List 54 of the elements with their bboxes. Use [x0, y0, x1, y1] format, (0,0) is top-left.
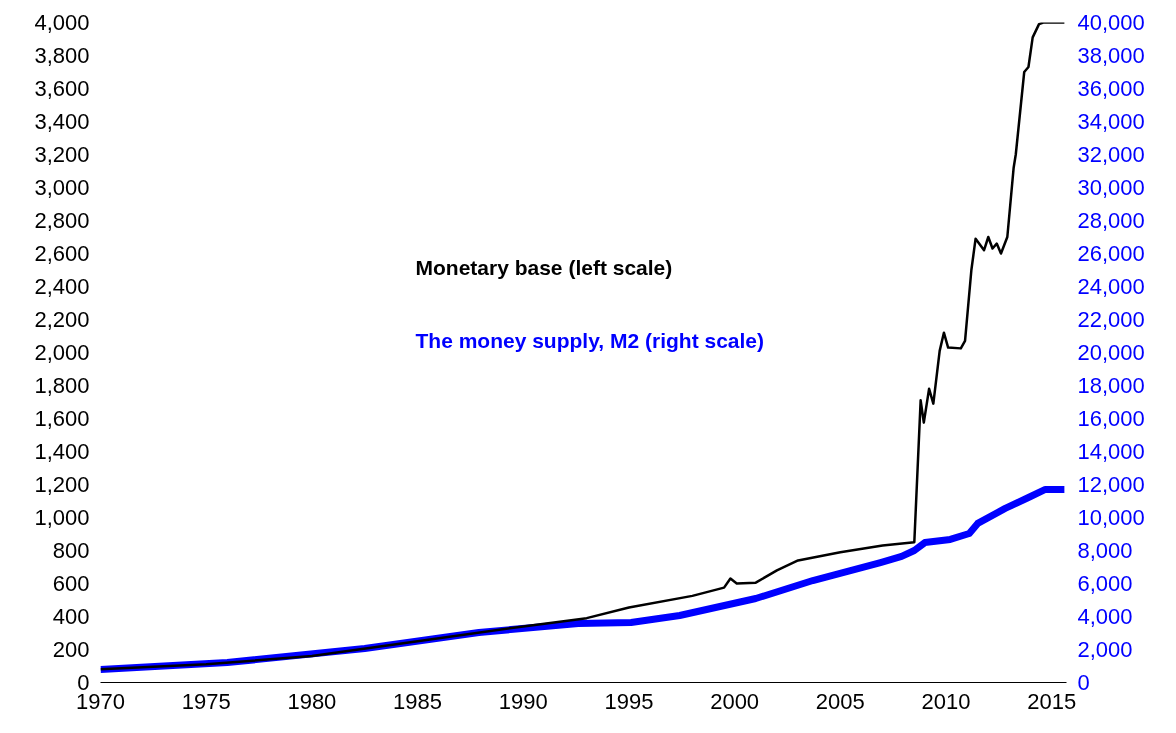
y-tick-label: 3,400: [34, 109, 90, 134]
y2-tick-label: 30,000: [1077, 175, 1145, 200]
y-tick-label: 200: [52, 637, 90, 662]
y-tick-label: 4,000: [34, 10, 90, 35]
y2-tick-label: 0: [1077, 670, 1090, 695]
y2-tick-label: 28,000: [1077, 208, 1145, 233]
y2-tick-label: 10,000: [1077, 505, 1145, 530]
y-tick-label: 1,800: [34, 373, 90, 398]
y2-tick-label: 16,000: [1077, 406, 1145, 431]
x-tick-label: 1990: [498, 688, 548, 714]
x-tick-label: 2000: [710, 688, 760, 714]
y2-tick-label: 26,000: [1077, 241, 1145, 266]
x-tick-label: 1980: [287, 688, 337, 714]
y2-tick-label: 18,000: [1077, 373, 1145, 398]
y2-tick-label: 2,000: [1077, 637, 1133, 662]
y2-tick-label: 12,000: [1077, 472, 1145, 497]
y-tick-label: 2,600: [34, 241, 90, 266]
y-tick-label: 1,000: [34, 505, 90, 530]
y-tick-label: 600: [52, 571, 90, 596]
y2-tick-label: 8,000: [1077, 538, 1133, 563]
y-tick-label: 2,400: [34, 274, 90, 299]
y-tick-label: 1,600: [34, 406, 90, 431]
y-tick-label: 3,200: [34, 142, 90, 167]
y2-tick-label: 32,000: [1077, 142, 1145, 167]
y2-tick-label: 6,000: [1077, 571, 1133, 596]
y2-tick-label: 4,000: [1077, 604, 1133, 629]
y-tick-label: 800: [52, 538, 90, 563]
y2-tick-label: 36,000: [1077, 76, 1145, 101]
line-series: [100, 22, 1066, 671]
text: Monetary base (left scale): [415, 256, 673, 280]
text: The money supply, M2 (right scale): [415, 329, 765, 353]
x-tick-label: 2005: [815, 688, 865, 714]
y-tick-label: 400: [52, 604, 90, 629]
x-tick-label: 2010: [921, 688, 971, 714]
y2-tick-label: 38,000: [1077, 43, 1145, 68]
y-tick-label: 3,000: [34, 175, 90, 200]
x-tick-label: 1985: [393, 688, 443, 714]
x-tick-label: 1995: [604, 688, 654, 714]
x-tick-label: 2015: [1027, 688, 1077, 714]
y-tick-label: 1,400: [34, 439, 90, 464]
y-tick-label: 2,200: [34, 307, 90, 332]
y-tick-label: 2,000: [34, 340, 90, 365]
y-tick-label: 2,800: [34, 208, 90, 233]
x-tick-label: 1975: [181, 688, 231, 714]
y-tick-label: 0: [77, 670, 90, 695]
y2-tick-label: 34,000: [1077, 109, 1145, 134]
y2-tick-label: 40,000: [1077, 10, 1145, 35]
y2-tick-label: 20,000: [1077, 340, 1145, 365]
y-tick-label: 1,200: [34, 472, 90, 497]
y-tick-label: 3,800: [34, 43, 90, 68]
y2-tick-label: 24,000: [1077, 274, 1145, 299]
y2-tick-label: 14,000: [1077, 439, 1145, 464]
y-tick-label: 3,600: [34, 76, 90, 101]
y2-tick-label: 22,000: [1077, 307, 1145, 332]
